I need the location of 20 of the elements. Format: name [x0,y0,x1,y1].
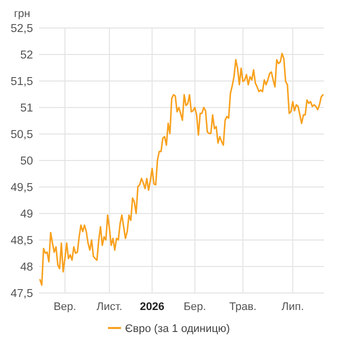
x-tick-label: Вер. [54,301,76,313]
y-tick-label: 48 [20,262,33,274]
y-tick-label: 52,5 [10,23,33,36]
y-tick-label: 49,5 [10,182,33,194]
y-tick-label: 47,5 [10,288,33,300]
x-tick-label: Трав. [229,301,257,313]
x-tick-label: Бер. [184,301,206,313]
y-tick-label: 48,5 [10,235,33,248]
x-tick-label: Лист. [96,301,122,313]
y-tick-label: 51,5 [10,76,33,88]
y-tick-label: 49 [20,208,33,221]
legend-label: Євро (за 1 одиницю) [125,322,230,335]
line-series [39,52,324,286]
y-tick-label: 52 [20,50,33,62]
y-tick-label: 50,5 [10,129,33,142]
y-axis-title: грн [14,8,30,20]
y-tick-label: 50 [20,156,33,168]
x-tick-label: 2026 [140,301,164,313]
y-tick-label: 51 [20,102,33,115]
x-tick-label: Лип. [282,301,304,313]
